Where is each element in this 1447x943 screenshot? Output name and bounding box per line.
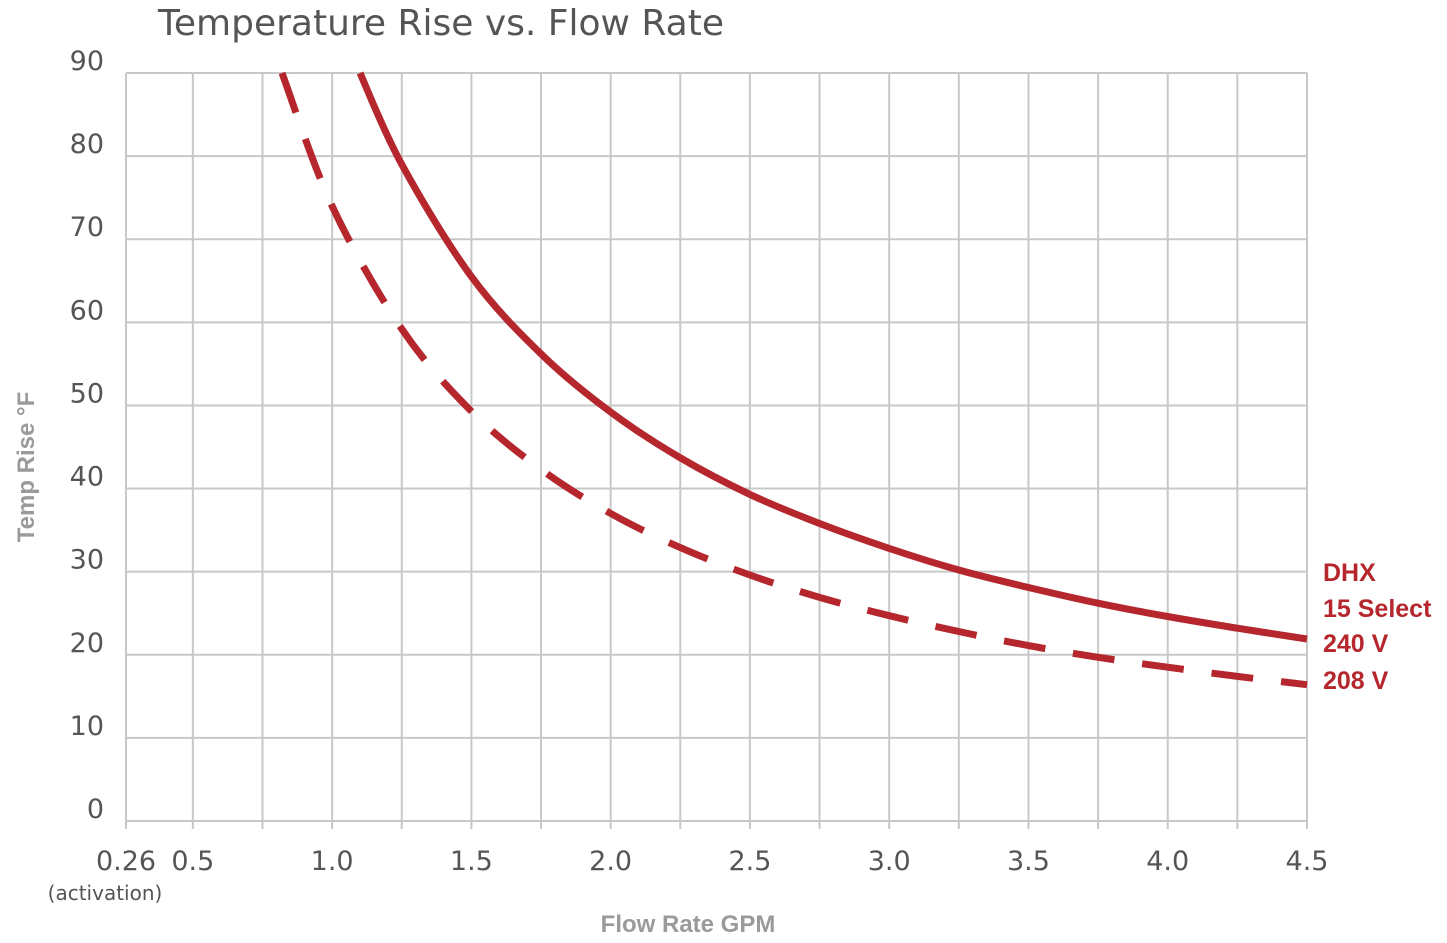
legend-series-240v: 240 V (1323, 630, 1389, 658)
y-axis-label: Temp Rise °F (13, 392, 40, 543)
x-tick-label: 4.0 (1146, 846, 1189, 877)
chart-title: Temperature Rise vs. Flow Rate (157, 3, 724, 44)
x-tick-label: 3.5 (1007, 846, 1050, 877)
x-axis-label: Flow Rate GPM (601, 911, 776, 938)
y-tick-label: 90 (70, 46, 104, 77)
x-tick-label: 1.0 (311, 846, 354, 877)
y-tick-label: 20 (70, 628, 104, 659)
series-line-240v (356, 71, 1308, 643)
legend-title-line-2: 15 Select (1323, 595, 1432, 623)
y-tick-label: 0 (87, 794, 104, 825)
y-tick-label: 10 (70, 711, 104, 742)
y-tick-label: 70 (70, 212, 104, 243)
y-tick-label: 50 (70, 378, 104, 409)
x-tick-label: 3.0 (868, 846, 911, 877)
legend-title-line-1: DHX (1323, 559, 1376, 587)
x-tick-label: 2.5 (728, 846, 771, 877)
legend: DHX 15 Select 240 V 208 V (1323, 559, 1432, 695)
series-lines (278, 71, 1308, 689)
x-tick-label: 0.26 (96, 846, 156, 877)
axes: 0 10 20 30 40 50 60 70 80 90 0.26 (activation) 0.5 1.… (48, 46, 1329, 905)
x-tick-label: 1.5 (450, 846, 493, 877)
x-tick-label: 4.5 (1286, 846, 1329, 877)
x-tick-label: 2.0 (589, 846, 632, 877)
y-tick-label: 60 (70, 295, 104, 326)
series-line-208v (278, 71, 1308, 689)
y-tick-label: 80 (70, 129, 104, 160)
x-tick-label: 0.5 (171, 846, 214, 877)
grid-lines (126, 72, 1308, 829)
y-tick-label: 30 (70, 545, 104, 576)
x-tick-sublabel: (activation) (48, 881, 163, 905)
y-tick-label: 40 (70, 462, 104, 493)
legend-series-208v: 208 V (1323, 667, 1389, 695)
